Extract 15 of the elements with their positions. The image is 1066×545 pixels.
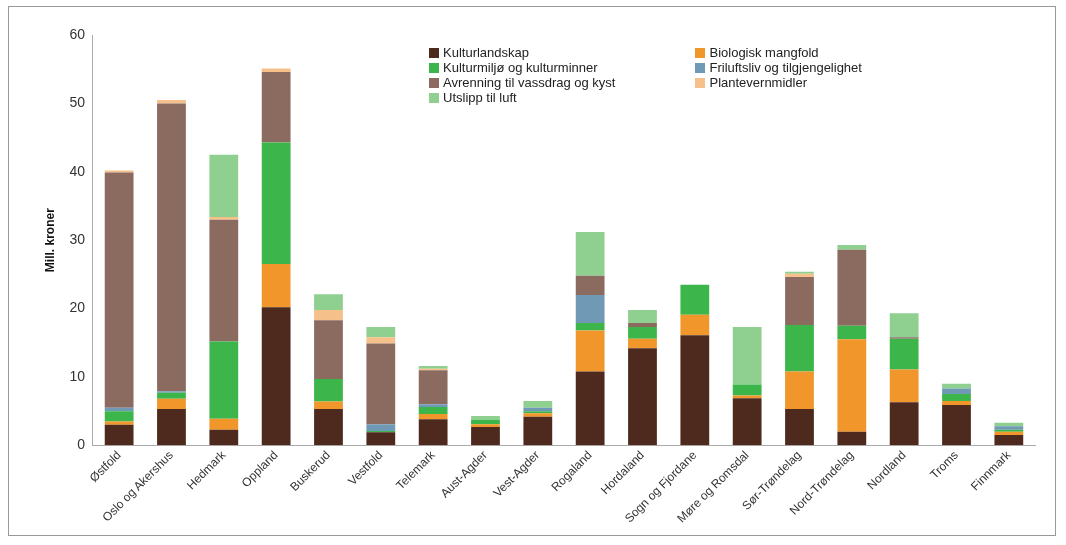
y-tick-label: 40 xyxy=(69,162,86,179)
y-axis-title: Mill. kroner xyxy=(42,207,57,273)
y-tick-label: 60 xyxy=(69,25,86,42)
legend-label: Biologisk mangfold xyxy=(709,45,819,60)
legend-label: Utslipp til luft xyxy=(443,90,517,105)
y-tick-label: 30 xyxy=(69,231,86,248)
y-tick-label: 10 xyxy=(69,367,86,384)
legend-label: Kulturmiljø og kulturminner xyxy=(443,60,598,75)
legend-label: Friluftsliv og tilgjengelighet xyxy=(709,60,862,75)
y-tick-label: 0 xyxy=(77,436,86,453)
legend-label: Avrenning til vassdrag og kyst xyxy=(443,75,616,90)
legend-label: Kulturlandskap xyxy=(443,45,529,60)
legend-label: Plantevernmidler xyxy=(709,75,808,90)
y-tick-label: 20 xyxy=(69,299,86,316)
y-tick-label: 50 xyxy=(69,94,86,111)
